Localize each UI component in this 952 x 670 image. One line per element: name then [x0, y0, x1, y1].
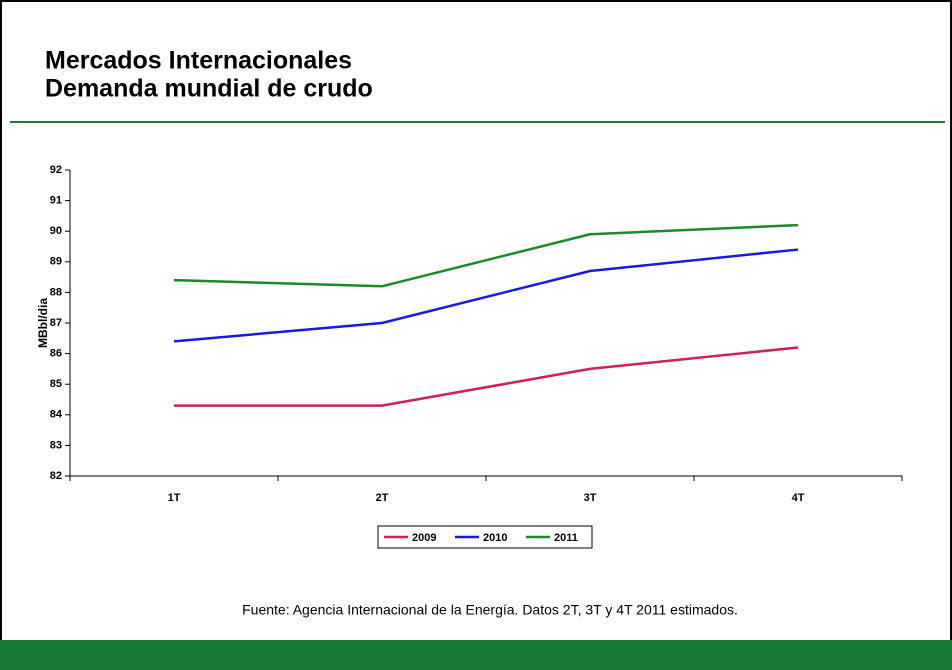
y-axis-label: MBbl/dia: [36, 298, 50, 348]
x-tick-label: 2T: [376, 492, 389, 504]
y-tick-label: 84: [50, 409, 63, 421]
legend-label: 2009: [412, 532, 436, 544]
series-line: [173, 223, 799, 288]
legend-box: [377, 525, 593, 549]
y-tick-label: 91: [50, 195, 62, 207]
y-tick-label: 82: [50, 470, 62, 482]
y-tick-label: 89: [50, 256, 62, 268]
chart-title: Mercados Internacionales: [45, 47, 352, 75]
y-tick-label: 90: [50, 225, 62, 237]
y-tick-label: 83: [50, 439, 62, 451]
footer-band: [0, 640, 952, 670]
series-line: [173, 248, 799, 343]
series-line: [174, 346, 799, 407]
y-tick-label: 92: [50, 164, 62, 176]
y-tick-label: 87: [50, 317, 62, 329]
legend-label: 2010: [483, 532, 507, 544]
y-tick-label: 85: [50, 378, 62, 390]
legend-label: 2011: [554, 532, 578, 544]
x-tick-label: 1T: [168, 492, 181, 504]
chart-subtitle: Demanda mundial de crudo: [45, 75, 373, 103]
y-tick-label: 86: [50, 348, 62, 360]
y-tick-label: 88: [50, 286, 62, 298]
source-note: Fuente: Agencia Internacional de la Ener…: [242, 602, 738, 618]
x-tick-label: 4T: [792, 492, 805, 504]
x-tick-label: 3T: [584, 492, 597, 504]
